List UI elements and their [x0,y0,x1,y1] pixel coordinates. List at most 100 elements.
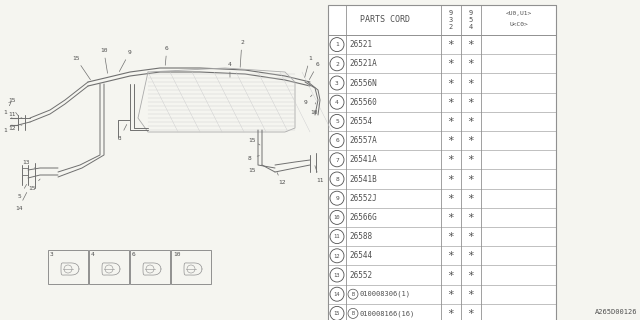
Text: *: * [447,194,454,204]
Text: B: B [351,311,355,316]
Text: *: * [468,270,474,281]
Text: 26554: 26554 [349,117,372,126]
Text: 6: 6 [132,252,136,257]
Text: 265560: 265560 [349,98,377,107]
Text: *: * [447,78,454,89]
Text: 4: 4 [335,100,339,105]
Text: *: * [468,78,474,89]
Text: 12: 12 [8,125,22,131]
Text: 26556N: 26556N [349,78,377,87]
Text: 3: 3 [50,252,54,257]
Text: U<C0>: U<C0> [509,22,528,28]
Text: 15: 15 [248,138,260,145]
Text: 3: 3 [449,17,453,23]
Text: 15: 15 [28,179,40,190]
Text: 10: 10 [173,252,180,257]
Text: 26521A: 26521A [349,59,377,68]
Text: *: * [447,136,454,146]
Text: 11: 11 [333,234,340,239]
Text: 12: 12 [333,253,340,259]
Text: *: * [468,59,474,69]
Text: 26566G: 26566G [349,213,377,222]
Text: 15: 15 [333,311,340,316]
Text: B: B [351,292,355,297]
Text: 1: 1 [305,55,312,77]
Text: *: * [447,232,454,242]
Text: 5: 5 [335,119,339,124]
Text: *: * [447,251,454,261]
Text: 2: 2 [335,61,339,67]
Text: 5: 5 [469,17,473,23]
Text: *: * [468,194,474,204]
Text: *: * [468,309,474,319]
Text: 7: 7 [335,157,339,163]
Text: 26552: 26552 [349,270,372,279]
Text: 12: 12 [277,172,285,186]
Text: *: * [447,98,454,108]
Text: 8: 8 [248,156,259,161]
Text: *: * [468,174,474,185]
Bar [328,5,556,320]
Text: 7: 7 [8,102,19,116]
Bar [89,250,129,284]
Text: 1: 1 [3,109,12,118]
Text: 11: 11 [8,113,22,118]
Text: 26541B: 26541B [349,174,377,183]
Text: 2: 2 [240,39,244,67]
Text: A265D00126: A265D00126 [595,309,637,315]
Text: *: * [447,174,454,185]
Text: *: * [468,136,474,146]
Text: *: * [468,290,474,300]
Text: 15: 15 [72,55,90,80]
Text: 13: 13 [333,273,340,278]
Text: 2: 2 [449,24,453,30]
Text: 4: 4 [228,61,232,77]
Text: *: * [468,40,474,50]
Text: 14: 14 [15,192,27,211]
Text: *: * [447,270,454,281]
Text: *: * [447,117,454,127]
Text: *: * [468,232,474,242]
Text: *: * [447,40,454,50]
Text: 010008166(16): 010008166(16) [360,310,415,317]
Text: 6: 6 [309,61,320,80]
Text: 4: 4 [469,24,473,30]
Text: 3: 3 [335,81,339,86]
Text: 26557A: 26557A [349,136,377,145]
Text: *: * [447,290,454,300]
Text: 9: 9 [469,10,473,16]
Text: 13: 13 [22,159,36,169]
Text: 8: 8 [335,177,339,182]
Text: PARTS CORD: PARTS CORD [360,15,410,25]
Text: *: * [468,213,474,223]
Text: 010008306(1): 010008306(1) [360,291,411,298]
Text: 15: 15 [248,165,262,172]
Text: 1: 1 [3,125,12,132]
Bar [48,250,88,284]
Text: 1: 1 [335,42,339,47]
Text: *: * [468,251,474,261]
Text: *: * [447,213,454,223]
Text: 14: 14 [333,292,340,297]
Bar [130,250,170,284]
Text: *: * [447,59,454,69]
Text: 11: 11 [315,166,323,182]
Text: *: * [468,98,474,108]
Text: 9: 9 [304,95,312,105]
Text: 4: 4 [91,252,95,257]
Text: 26544: 26544 [349,251,372,260]
Text: 3: 3 [118,124,127,140]
Text: *: * [468,117,474,127]
Text: 10: 10 [100,47,108,73]
Text: *: * [447,155,454,165]
Bar [171,250,211,284]
Text: 26541A: 26541A [349,155,377,164]
Text: 26521: 26521 [349,40,372,49]
Text: 5: 5 [18,184,27,198]
Text: 9: 9 [335,196,339,201]
Text: <U0,U1>: <U0,U1> [506,12,532,17]
Text: 26588: 26588 [349,232,372,241]
Text: 26552J: 26552J [349,194,377,203]
Text: 15: 15 [8,98,15,102]
Text: 9: 9 [119,50,132,72]
